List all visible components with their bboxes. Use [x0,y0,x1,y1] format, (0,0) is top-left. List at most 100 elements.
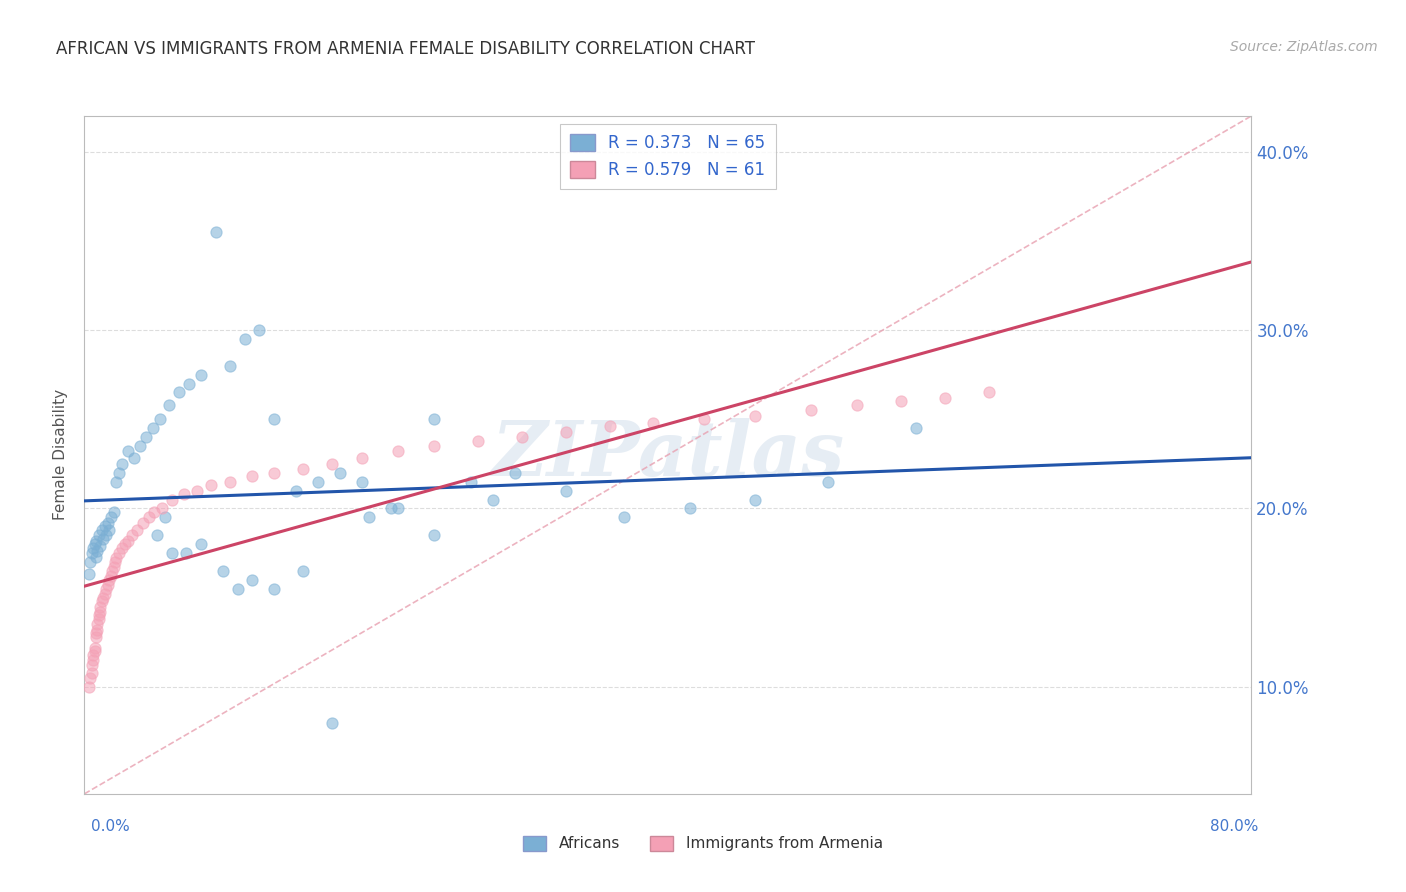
Point [307,475,329,489]
Point [86,617,108,632]
Point [98,573,121,587]
Point [82,653,104,667]
Point [84,533,107,548]
Point [321,457,343,471]
Point [84,630,107,644]
Point [96,528,118,542]
Point [90,594,112,608]
Y-axis label: Female Disability: Female Disability [53,389,69,521]
Point [77,680,100,694]
Point [204,225,226,239]
Point [503,466,526,480]
Point [350,451,373,466]
Point [82,541,104,555]
Point [80,665,103,680]
Point [80,546,103,560]
Point [460,475,482,489]
Point [263,466,285,480]
Point [247,323,270,337]
Point [176,546,198,560]
Point [329,466,352,480]
Point [94,519,117,533]
Point [173,487,195,501]
Point [350,475,373,489]
Point [86,623,108,637]
Point [125,523,148,537]
Point [104,555,127,569]
Point [554,483,576,498]
Point [423,412,446,426]
Point [150,501,173,516]
Point [599,419,621,434]
Point [117,444,139,458]
Point [100,510,122,524]
Point [84,549,107,564]
Point [153,510,176,524]
Point [481,492,505,507]
Legend: R = 0.373   N = 65, R = 0.579   N = 61: R = 0.373 N = 65, R = 0.579 N = 61 [560,124,776,189]
Point [100,569,122,583]
Text: ZIPatlas: ZIPatlas [491,418,845,491]
Text: 0.0%: 0.0% [91,820,131,834]
Point [80,658,103,673]
Point [135,430,157,444]
Point [111,457,134,471]
Point [91,532,114,546]
Point [87,608,110,623]
Point [186,483,208,498]
Point [219,359,242,373]
Point [97,516,120,530]
Legend: Africans, Immigrants from Armenia: Africans, Immigrants from Armenia [517,830,889,857]
Point [693,412,716,426]
Point [554,425,576,439]
Point [111,541,134,555]
Point [96,582,118,596]
Point [89,599,111,614]
Point [679,501,702,516]
Point [83,644,105,658]
Point [467,434,489,448]
Point [357,510,380,524]
Point [934,391,956,405]
Point [149,412,172,426]
Point [284,483,307,498]
Point [510,430,533,444]
Point [904,421,927,435]
Point [157,398,180,412]
Point [87,528,110,542]
Point [423,439,446,453]
Point [263,412,285,426]
Point [160,492,183,507]
Point [240,469,263,483]
Point [143,505,166,519]
Point [380,501,402,516]
Point [103,560,125,574]
Point [122,451,145,466]
Point [83,537,105,551]
Point [146,528,169,542]
Point [108,466,131,480]
Point [142,421,165,435]
Point [117,533,139,548]
Point [87,612,110,626]
Point [890,394,912,409]
Point [160,546,183,560]
Point [387,501,409,516]
Text: AFRICAN VS IMMIGRANTS FROM ARMENIA FEMALE DISABILITY CORRELATION CHART: AFRICAN VS IMMIGRANTS FROM ARMENIA FEMAL… [56,40,755,58]
Point [744,409,766,423]
Point [105,475,128,489]
Point [79,671,101,685]
Point [219,475,242,489]
Point [423,528,446,542]
Point [167,385,190,400]
Point [977,385,1000,400]
Point [132,516,155,530]
Point [212,564,235,578]
Point [233,332,256,346]
Point [89,539,111,553]
Point [292,462,315,476]
Point [613,510,636,524]
Point [79,555,101,569]
Text: 80.0%: 80.0% [1211,820,1258,834]
Point [77,567,100,582]
